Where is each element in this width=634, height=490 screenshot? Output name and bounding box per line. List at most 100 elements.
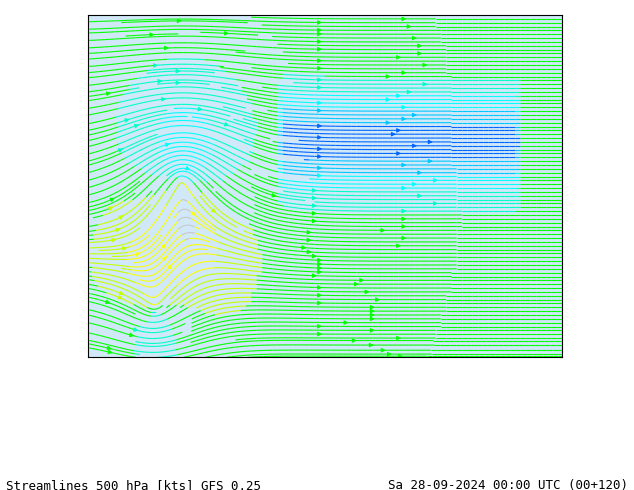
FancyArrowPatch shape [107,346,111,349]
FancyArrowPatch shape [272,194,276,197]
FancyArrowPatch shape [318,86,321,89]
FancyArrowPatch shape [318,166,321,170]
FancyArrowPatch shape [397,94,400,98]
FancyArrowPatch shape [125,119,129,122]
FancyArrowPatch shape [178,19,181,23]
FancyArrowPatch shape [402,163,405,167]
FancyArrowPatch shape [397,244,400,247]
FancyArrowPatch shape [162,245,165,248]
FancyArrowPatch shape [402,209,405,213]
FancyArrowPatch shape [429,140,432,144]
FancyArrowPatch shape [313,254,316,258]
FancyArrowPatch shape [318,263,321,266]
FancyArrowPatch shape [119,216,122,219]
FancyArrowPatch shape [402,117,405,121]
FancyArrowPatch shape [318,147,321,150]
FancyArrowPatch shape [434,179,437,182]
FancyArrowPatch shape [370,306,373,309]
FancyArrowPatch shape [119,292,123,294]
FancyArrowPatch shape [191,212,195,215]
FancyArrowPatch shape [407,25,411,28]
FancyArrowPatch shape [413,144,416,147]
FancyArrowPatch shape [158,79,162,83]
FancyArrowPatch shape [354,282,358,286]
FancyArrowPatch shape [129,333,133,337]
FancyArrowPatch shape [318,301,321,305]
FancyArrowPatch shape [413,36,416,40]
FancyArrowPatch shape [386,121,389,124]
FancyArrowPatch shape [307,239,311,242]
FancyArrowPatch shape [318,32,321,36]
FancyArrowPatch shape [176,70,179,73]
FancyArrowPatch shape [318,40,321,43]
FancyArrowPatch shape [413,183,416,186]
FancyArrowPatch shape [176,81,179,84]
FancyArrowPatch shape [418,194,421,197]
FancyArrowPatch shape [318,67,321,70]
FancyArrowPatch shape [386,98,389,101]
FancyArrowPatch shape [387,352,391,356]
FancyArrowPatch shape [344,321,347,324]
FancyArrowPatch shape [386,75,389,78]
FancyArrowPatch shape [165,143,169,147]
FancyArrowPatch shape [398,355,402,358]
Text: Sa 28-09-2024 00:00 UTC (00+120): Sa 28-09-2024 00:00 UTC (00+120) [387,479,628,490]
FancyArrowPatch shape [163,257,166,260]
FancyArrowPatch shape [391,133,395,136]
FancyArrowPatch shape [418,44,421,48]
FancyArrowPatch shape [108,350,112,354]
FancyArrowPatch shape [186,167,190,170]
FancyArrowPatch shape [165,47,168,49]
FancyArrowPatch shape [402,17,405,21]
FancyArrowPatch shape [429,159,432,163]
FancyArrowPatch shape [318,124,321,127]
FancyArrowPatch shape [318,59,321,62]
FancyArrowPatch shape [318,101,321,104]
FancyArrowPatch shape [119,149,122,152]
FancyArrowPatch shape [106,300,110,303]
FancyArrowPatch shape [370,313,373,317]
FancyArrowPatch shape [402,71,405,74]
FancyArrowPatch shape [108,207,112,210]
FancyArrowPatch shape [198,107,202,111]
FancyArrowPatch shape [397,337,400,340]
FancyArrowPatch shape [318,21,321,24]
FancyArrowPatch shape [313,196,316,199]
FancyArrowPatch shape [423,63,427,67]
FancyArrowPatch shape [318,286,321,289]
FancyArrowPatch shape [360,279,363,282]
FancyArrowPatch shape [370,310,373,313]
FancyArrowPatch shape [318,267,321,270]
FancyArrowPatch shape [370,317,373,320]
FancyArrowPatch shape [162,98,165,101]
FancyArrowPatch shape [318,294,321,297]
FancyArrowPatch shape [318,28,321,32]
FancyArrowPatch shape [370,343,373,347]
FancyArrowPatch shape [318,109,321,112]
FancyArrowPatch shape [318,48,321,51]
FancyArrowPatch shape [224,32,228,35]
FancyArrowPatch shape [318,155,321,158]
FancyArrowPatch shape [402,225,405,228]
FancyArrowPatch shape [402,106,405,109]
FancyArrowPatch shape [381,348,385,352]
FancyArrowPatch shape [402,236,405,240]
FancyArrowPatch shape [423,82,427,86]
FancyArrowPatch shape [211,209,215,212]
FancyArrowPatch shape [307,250,311,253]
Text: Streamlines 500 hPa [kts] GFS 0.25: Streamlines 500 hPa [kts] GFS 0.25 [6,479,261,490]
FancyArrowPatch shape [402,186,405,190]
FancyArrowPatch shape [318,136,321,139]
FancyArrowPatch shape [313,204,316,207]
FancyArrowPatch shape [318,270,321,273]
FancyArrowPatch shape [418,171,421,174]
FancyArrowPatch shape [413,113,416,117]
FancyArrowPatch shape [397,152,400,155]
FancyArrowPatch shape [134,328,138,331]
FancyArrowPatch shape [118,295,122,299]
FancyArrowPatch shape [168,265,171,269]
FancyArrowPatch shape [224,122,228,126]
FancyArrowPatch shape [318,78,321,81]
FancyArrowPatch shape [313,220,316,222]
FancyArrowPatch shape [318,259,321,262]
